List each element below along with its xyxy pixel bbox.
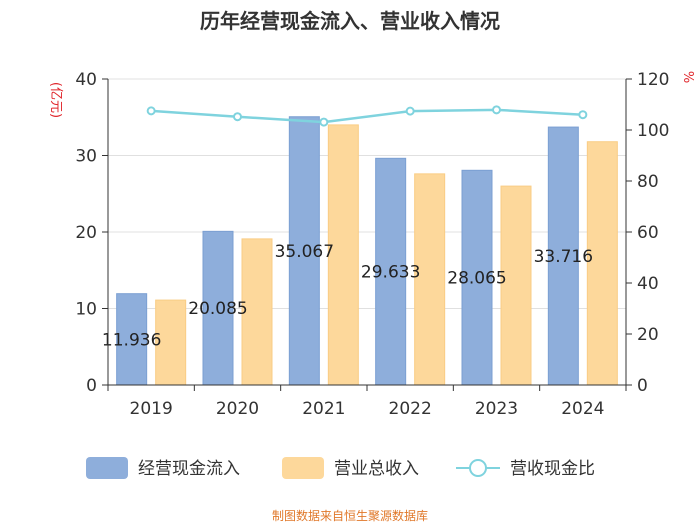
- ratio-point: [578, 110, 588, 120]
- legend-marker-ratio: [469, 459, 487, 477]
- x-tick-label: 2020: [216, 399, 259, 419]
- grid-lines: [108, 78, 626, 309]
- chart-title: 历年经营现金流入、营业收入情况: [200, 9, 500, 33]
- x-tick-label: 2022: [389, 399, 432, 419]
- y-left-tick-label: 10: [75, 300, 97, 320]
- ratio-point: [146, 106, 156, 116]
- bar-revenue: [500, 185, 532, 386]
- y-right-tick-label: 60: [637, 223, 659, 243]
- bar-revenue: [414, 173, 446, 386]
- x-tick-label: 2024: [561, 399, 604, 419]
- data-labels: 11.936 20.085 35.067 29.633 28.065 33.716: [102, 242, 593, 350]
- ratio-line: [151, 108, 583, 124]
- x-tick-label: 2019: [130, 399, 173, 419]
- data-label-cash: 11.936: [102, 330, 161, 350]
- y-right-tick-label: 80: [637, 172, 659, 192]
- legend-label-revenue: 营业总收入: [334, 459, 419, 479]
- data-label-cash: 33.716: [534, 247, 593, 267]
- y-left-tick-label: 0: [86, 376, 97, 396]
- axes: 0 10 20 30 40 0 20 40 60 80 100 120 2019 2020 2021 2022…: [75, 70, 669, 419]
- data-label-cash: 35.067: [275, 242, 334, 262]
- y-left-tick-label: 30: [75, 147, 97, 167]
- bar-cash-inflow: [116, 293, 148, 386]
- legend: 经营现金流入 营业总收入 营收现金比: [86, 457, 595, 479]
- bar-revenue: [241, 238, 273, 386]
- y-right-tick-label: 0: [637, 376, 648, 396]
- y-right-tick-label: 40: [637, 274, 659, 294]
- x-tick-label: 2023: [475, 399, 518, 419]
- bar-cash-inflow: [202, 230, 234, 386]
- source-footer: 制图数据来自恒生聚源数据库: [272, 508, 428, 523]
- ratio-point: [233, 112, 242, 122]
- legend-label-cash: 经营现金流入: [138, 459, 240, 479]
- y-left-tick-label: 40: [75, 70, 97, 90]
- legend-label-ratio: 营收现金比: [510, 459, 595, 479]
- y-left-axis-title: (亿元): [48, 82, 63, 118]
- bar-cash-inflow: [375, 157, 407, 386]
- bar-cash-inflow: [288, 116, 320, 386]
- ratio-point: [405, 106, 415, 116]
- data-label-cash: 20.085: [188, 299, 247, 319]
- y-right-axis-title: %: [680, 71, 695, 83]
- y-right-tick-label: 20: [637, 325, 659, 345]
- data-label-cash: 28.065: [447, 269, 506, 289]
- data-label-cash: 29.633: [361, 263, 420, 283]
- y-left-tick-label: 20: [75, 223, 97, 243]
- y-right-tick-label: 120: [637, 70, 669, 90]
- ratio-point: [319, 117, 329, 127]
- legend-swatch-cash: [86, 457, 128, 479]
- legend-swatch-revenue: [282, 457, 324, 479]
- bar-revenue: [327, 124, 359, 386]
- x-tick-label: 2021: [302, 399, 345, 419]
- y-right-tick-label: 100: [637, 121, 669, 141]
- ratio-point: [492, 105, 501, 115]
- bar-cash-inflow: [547, 126, 579, 386]
- bar-series: [116, 116, 618, 386]
- bar-revenue: [586, 141, 618, 386]
- bar-cash-inflow: [461, 169, 493, 386]
- ratio-line-series: [146, 105, 588, 127]
